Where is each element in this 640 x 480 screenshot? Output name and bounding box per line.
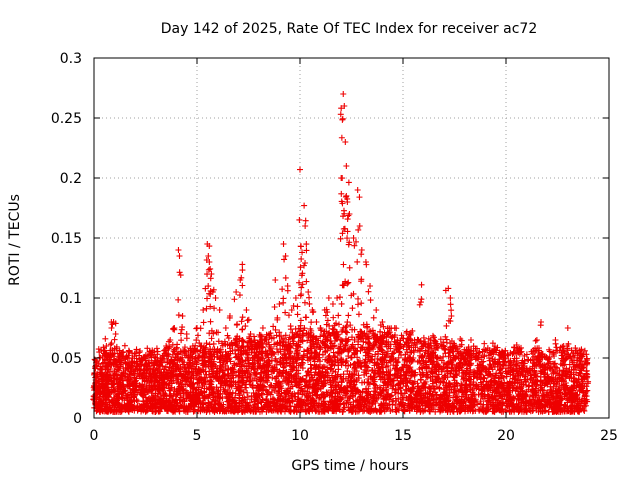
data-point xyxy=(458,337,465,344)
data-point xyxy=(335,321,342,328)
data-point xyxy=(397,372,404,379)
data-point xyxy=(144,345,151,352)
data-point xyxy=(347,322,354,329)
data-point xyxy=(429,332,436,339)
data-point xyxy=(99,360,106,367)
data-point xyxy=(332,383,339,390)
data-point xyxy=(338,337,345,344)
data-point xyxy=(420,334,427,341)
data-point xyxy=(354,354,361,361)
data-point xyxy=(343,358,350,365)
data-point xyxy=(436,385,443,392)
data-point xyxy=(474,345,481,352)
chart-title: Day 142 of 2025, Rate Of TEC Index for r… xyxy=(161,21,537,37)
data-point xyxy=(355,341,362,348)
data-point xyxy=(481,340,488,347)
data-point xyxy=(393,359,400,366)
data-point xyxy=(375,350,382,357)
data-point xyxy=(401,407,408,414)
data-point xyxy=(173,379,180,386)
data-point xyxy=(457,336,464,343)
data-point xyxy=(344,368,351,375)
data-point xyxy=(121,342,128,349)
data-point xyxy=(244,389,251,396)
data-point xyxy=(363,363,370,370)
data-points xyxy=(90,91,592,415)
data-point xyxy=(398,389,405,396)
data-point xyxy=(240,389,247,396)
